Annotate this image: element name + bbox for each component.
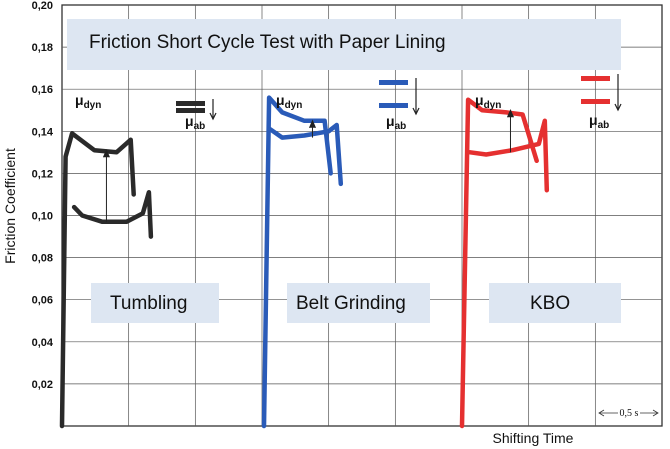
mu-ab-label-belt-grinding: μab: [386, 113, 406, 132]
series-group: [59, 95, 550, 429]
y-tick-label: 0,06: [32, 295, 53, 307]
mu-symbols: μdyn μab μdyn μab μdyn μab: [75, 74, 622, 132]
y-tick-label: 0,08: [32, 253, 53, 265]
legend-arrow-head-tumbling: [209, 112, 217, 121]
curve-upper-kbo: [459, 97, 539, 429]
series-label-kbo: KBO: [530, 293, 570, 314]
curve-lower-belt-grinding: [267, 122, 344, 187]
mu-ab-label-kbo: μab: [589, 112, 609, 131]
series-label-belt-grinding: Belt Grinding: [296, 293, 406, 314]
series-label-tumbling: Tumbling: [110, 293, 187, 314]
y-axis-label: Friction Coefficient: [2, 148, 18, 264]
mu-arrow-head-tumbling: [102, 148, 110, 158]
time-scale-label: 0,5 s: [620, 408, 639, 419]
legend-arrow-head-kbo: [614, 103, 622, 112]
mu-dyn-label-kbo: μdyn: [475, 92, 501, 111]
legend-bar-upper-kbo: [581, 76, 610, 81]
legend-bar-lower-belt-grinding: [379, 103, 408, 108]
x-axis-label: Shifting Time: [493, 430, 574, 446]
y-tick-label: 0,10: [32, 211, 53, 223]
curve-lower-tumbling: [71, 190, 154, 239]
curve-lower-kbo: [467, 118, 550, 193]
y-tick-label: 0,12: [32, 168, 53, 180]
label-box-belt-grinding: [287, 283, 430, 323]
legend-bar-upper-tumbling: [176, 101, 205, 106]
mu-arrow-head-kbo: [507, 108, 514, 118]
y-ticks: 0,20 0,18 0,16 0,14 0,12 0,10 0,08 0,06 0,04 0,02: [32, 0, 54, 391]
legend-arrow-head-belt-grinding: [412, 107, 420, 116]
legend-bar-lower-kbo: [581, 99, 610, 104]
chart-title: Friction Short Cycle Test with Paper Lin…: [89, 32, 446, 53]
y-tick-label: 0,16: [32, 84, 53, 96]
time-scale-bar: 0,5 s: [598, 407, 659, 419]
mu-ab-label-tumbling: μab: [185, 113, 205, 132]
y-tick-label: 0,14: [32, 126, 54, 138]
label-box-tumbling: [91, 283, 219, 323]
label-box-kbo: [489, 283, 621, 323]
curve-upper-tumbling: [59, 131, 136, 429]
y-tick-label: 0,04: [32, 337, 54, 349]
mu-dyn-label-tumbling: μdyn: [75, 92, 101, 111]
y-tick-label: 0,20: [32, 0, 53, 12]
legend-bar-upper-belt-grinding: [379, 80, 408, 85]
title-box: [67, 19, 621, 70]
mu-arrow-head-belt-grinding: [309, 119, 316, 128]
mu-dyn-label-belt-grinding: μdyn: [276, 92, 302, 111]
y-tick-label: 0,02: [32, 379, 53, 391]
y-tick-label: 0,18: [32, 42, 53, 54]
legend-bar-lower-tumbling: [176, 108, 205, 113]
